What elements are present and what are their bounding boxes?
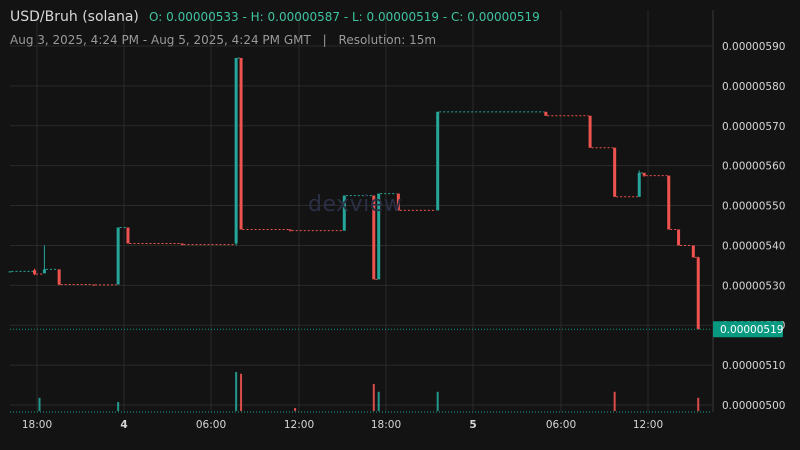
chart-title: USD/Bruh (solana) O: 0.00000533 - H: 0.0…	[10, 9, 540, 25]
x-tick-label: 06:00	[196, 419, 226, 431]
grid-lines	[10, 10, 712, 412]
candle-body	[342, 195, 346, 231]
y-tick-label: 0.00000590	[722, 41, 785, 53]
volume-bar	[235, 372, 238, 411]
candle-body	[436, 111, 440, 211]
resolution-label: Resolution: 15m	[338, 33, 437, 47]
candle-body	[696, 257, 700, 330]
candle-body	[92, 284, 96, 286]
candle-body	[396, 193, 400, 211]
candle-body	[116, 227, 120, 285]
x-tick-label: 06:00	[546, 419, 576, 431]
x-tick-label: 12:00	[633, 419, 663, 431]
y-tick-label: 0.00000540	[722, 240, 785, 252]
candle-body	[377, 193, 381, 280]
x-tick-label: 5	[469, 419, 476, 431]
x-tick-label: 12:00	[284, 419, 314, 431]
candle-body	[288, 229, 292, 231]
volume-bar	[436, 391, 439, 411]
candle-body	[677, 229, 681, 246]
candle-body	[33, 270, 37, 275]
candle-body	[372, 195, 376, 280]
candle-body	[588, 115, 592, 148]
y-tick-label: 0.00000570	[722, 121, 785, 133]
last-price-label: 0.00000519	[720, 324, 783, 336]
candle-body	[42, 269, 46, 274]
volume-bar	[377, 391, 380, 411]
ohlc-readout: O: 0.00000533 - H: 0.00000587 - L: 0.000…	[149, 10, 540, 24]
candle-body	[126, 227, 130, 244]
y-tick-label: 0.00000530	[722, 280, 785, 292]
volume-bars	[38, 372, 700, 411]
x-tick-label: 18:00	[371, 419, 401, 431]
volume-bar	[697, 397, 700, 411]
volume-bar	[117, 402, 120, 411]
candle-body	[667, 175, 671, 230]
volume-bar	[294, 408, 297, 411]
volume-bar	[613, 391, 616, 411]
chart-subtitle: Aug 3, 2025, 4:24 PM - Aug 5, 2025, 4:24…	[10, 33, 436, 47]
volume-bar	[240, 373, 243, 411]
separator: |	[322, 33, 327, 47]
y-tick-label: 0.00000580	[722, 81, 785, 93]
y-tick-label: 0.00000510	[722, 360, 785, 372]
candle-body	[637, 172, 641, 197]
date-range: Aug 3, 2025, 4:24 PM - Aug 5, 2025, 4:24…	[10, 33, 311, 47]
candle-body	[239, 57, 243, 230]
candle-body	[57, 269, 61, 285]
volume-bar	[38, 397, 41, 411]
candle-body	[642, 172, 646, 176]
candle-body	[234, 57, 238, 244]
x-tick-label: 18:00	[22, 419, 52, 431]
candlestick-series	[8, 57, 700, 330]
candle-body	[180, 243, 184, 245]
y-tick-label: 0.00000560	[722, 161, 785, 173]
candle-body	[691, 245, 695, 258]
candle-body	[613, 147, 617, 197]
volume-bar	[372, 384, 375, 411]
axes: 0.000005000.000005100.000005200.00000530…	[10, 10, 785, 431]
watermark-logo: dexview	[308, 192, 403, 217]
candle-body	[544, 111, 548, 116]
last-price-tag	[713, 321, 783, 338]
y-tick-label: 0.00000500	[722, 400, 785, 412]
candle-body	[8, 271, 12, 273]
pair-name: USD/Bruh (solana)	[10, 9, 139, 25]
x-tick-label: 4	[120, 419, 127, 431]
y-tick-label: 0.00000550	[722, 201, 785, 213]
